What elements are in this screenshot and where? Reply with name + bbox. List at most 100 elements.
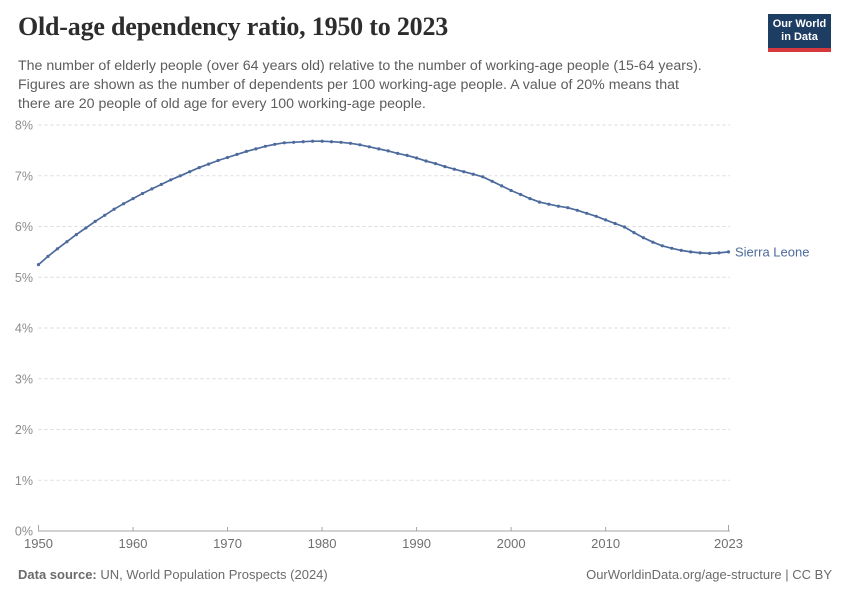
data-point	[292, 140, 296, 144]
data-point	[698, 251, 702, 255]
data-point	[74, 233, 78, 237]
data-point	[500, 184, 504, 188]
data-point	[358, 143, 362, 147]
footer-link[interactable]: OurWorldinData.org/age-structure | CC BY	[586, 567, 832, 582]
subtitle-line: Figures are shown as the number of depen…	[18, 77, 679, 93]
y-axis-label: 6%	[15, 220, 33, 234]
x-axis-label: 1990	[402, 536, 431, 551]
data-point	[169, 178, 173, 182]
data-point	[55, 247, 60, 251]
x-axis-label: 2023	[714, 536, 743, 551]
y-axis-label: 3%	[15, 372, 33, 386]
data-point	[339, 140, 343, 144]
data-point	[65, 240, 69, 244]
y-axis-label: 8%	[15, 119, 33, 133]
data-point	[708, 251, 712, 255]
data-point	[377, 147, 381, 151]
data-source-label: Data source:	[18, 567, 97, 582]
data-point	[36, 263, 41, 267]
x-axis-label: 1970	[213, 536, 242, 551]
data-point	[84, 226, 88, 230]
data-point	[140, 191, 145, 196]
y-axis-label: 0%	[15, 525, 33, 539]
data-source: Data source: UN, World Population Prospe…	[18, 567, 328, 582]
y-axis-label: 1%	[15, 474, 33, 488]
data-point	[367, 145, 371, 149]
logo-text-line2: in Data	[781, 31, 818, 43]
data-point	[443, 165, 447, 169]
data-point	[679, 248, 683, 252]
data-point	[670, 246, 674, 250]
data-point	[717, 251, 721, 255]
data-point	[641, 236, 646, 240]
data-point	[651, 240, 655, 244]
data-point	[396, 151, 400, 155]
chart-footer: Data source: UN, World Population Prospe…	[18, 567, 832, 582]
data-point	[244, 149, 248, 153]
page-title: Old-age dependency ratio, 1950 to 2023	[18, 12, 449, 41]
series-end-label: Sierra Leone	[735, 244, 809, 259]
data-point	[585, 211, 589, 215]
data-point	[207, 162, 211, 166]
data-point	[122, 202, 126, 206]
data-point	[509, 188, 513, 193]
data-line	[37, 140, 729, 266]
y-axis-label: 5%	[15, 271, 33, 285]
data-point	[329, 140, 334, 144]
data-point	[112, 207, 116, 211]
data-point	[235, 152, 239, 156]
x-axis-label: 2010	[591, 536, 620, 551]
logo-text-line1: Our World	[772, 18, 827, 30]
y-axis-label: 7%	[15, 169, 33, 183]
data-point	[263, 144, 267, 148]
data-point	[386, 149, 390, 153]
data-point	[519, 192, 523, 197]
x-axis-label: 2000	[497, 536, 526, 551]
y-axis-label: 2%	[15, 423, 33, 437]
data-point	[689, 250, 693, 254]
data-point	[566, 206, 570, 210]
data-point	[726, 250, 731, 254]
data-point	[575, 208, 579, 212]
data-point	[632, 231, 636, 235]
data-point	[660, 244, 664, 248]
data-point	[528, 197, 532, 201]
data-point	[452, 167, 456, 171]
data-point	[131, 197, 135, 201]
chart-subtitle: The number of elderly people (over 64 ye…	[18, 57, 702, 114]
data-point	[622, 225, 627, 229]
subtitle-line: there are 20 people of old age for every…	[18, 96, 426, 112]
data-point	[197, 166, 201, 170]
data-point	[594, 214, 598, 218]
data-point	[93, 219, 97, 223]
data-point	[348, 141, 352, 145]
data-point	[481, 175, 485, 179]
data-point	[103, 213, 107, 217]
data-point	[311, 139, 315, 143]
data-point	[462, 170, 466, 174]
x-axis-label: 1980	[308, 536, 337, 551]
data-point	[415, 156, 419, 160]
data-point	[159, 182, 163, 186]
data-point	[188, 170, 192, 174]
data-point	[273, 142, 277, 146]
data-point	[301, 140, 305, 144]
data-point	[547, 202, 551, 206]
data-point	[150, 187, 154, 191]
data-point	[216, 158, 220, 163]
x-axis-label: 1950	[24, 536, 53, 551]
data-point	[282, 141, 286, 145]
subtitle-line: The number of elderly people (over 64 ye…	[18, 58, 702, 74]
data-point	[433, 162, 438, 166]
y-axis-label: 4%	[15, 322, 33, 336]
data-point	[471, 172, 475, 176]
x-axis-label: 1960	[119, 536, 148, 551]
data-point	[556, 204, 561, 208]
data-point	[178, 174, 182, 178]
data-point	[490, 179, 494, 183]
data-point	[46, 254, 50, 258]
owid-logo[interactable]: Our World in Data	[768, 14, 831, 52]
data-point	[604, 218, 608, 222]
